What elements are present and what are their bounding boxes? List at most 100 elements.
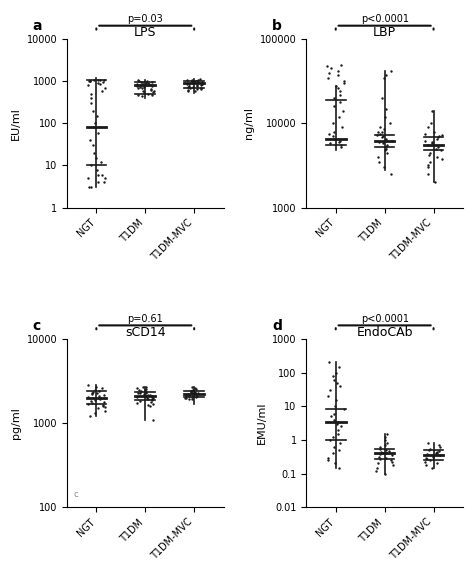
Point — [425, 151, 433, 160]
Point — [199, 78, 206, 87]
Point — [99, 77, 107, 87]
Point — [339, 107, 347, 116]
Point — [87, 93, 94, 103]
Point — [134, 389, 142, 398]
Point — [133, 398, 141, 407]
Point — [87, 396, 95, 405]
Text: p=0.03: p=0.03 — [128, 14, 163, 24]
Point — [184, 390, 192, 399]
Point — [434, 133, 442, 142]
Point — [136, 396, 144, 405]
Point — [100, 400, 107, 409]
Point — [332, 396, 339, 405]
Point — [330, 409, 338, 418]
Point — [329, 132, 337, 141]
Point — [424, 454, 431, 463]
Point — [134, 84, 142, 93]
Point — [328, 412, 335, 421]
Point — [424, 160, 431, 170]
Point — [150, 415, 157, 424]
Point — [424, 123, 432, 132]
Point — [139, 87, 147, 96]
Point — [330, 415, 338, 424]
Point — [187, 387, 195, 396]
Point — [382, 144, 390, 154]
Point — [91, 119, 99, 128]
Point — [340, 76, 347, 85]
Point — [93, 165, 100, 174]
Point — [326, 386, 334, 395]
Text: d: d — [272, 319, 282, 333]
Point — [84, 381, 92, 390]
Text: a: a — [33, 19, 42, 33]
Point — [135, 76, 142, 85]
Point — [373, 466, 380, 476]
Point — [84, 399, 92, 408]
Point — [191, 77, 198, 87]
Point — [335, 112, 343, 121]
Point — [189, 388, 196, 397]
Point — [147, 80, 155, 89]
Point — [424, 170, 431, 179]
Point — [428, 138, 436, 147]
Point — [137, 388, 144, 398]
Point — [380, 73, 388, 82]
Point — [184, 87, 192, 96]
Point — [335, 362, 343, 371]
Point — [421, 457, 428, 466]
Point — [330, 93, 338, 103]
Point — [327, 139, 334, 148]
Point — [334, 417, 342, 426]
Point — [138, 83, 146, 92]
Point — [90, 148, 98, 158]
Point — [335, 445, 342, 454]
Point — [422, 453, 430, 462]
Point — [146, 401, 153, 410]
Point — [182, 391, 190, 400]
Point — [97, 394, 104, 403]
Point — [376, 444, 384, 453]
Point — [335, 138, 342, 147]
Text: p<0.0001: p<0.0001 — [361, 313, 409, 324]
Point — [185, 392, 193, 401]
Point — [88, 398, 95, 407]
Point — [93, 111, 100, 120]
Point — [142, 384, 149, 394]
Point — [375, 157, 383, 166]
Point — [100, 397, 108, 406]
Title: LBP: LBP — [373, 26, 396, 39]
Text: b: b — [272, 19, 282, 33]
Point — [186, 84, 194, 93]
Point — [193, 391, 201, 401]
Point — [142, 79, 150, 88]
Point — [324, 61, 331, 70]
Point — [381, 441, 388, 450]
Point — [94, 79, 102, 88]
Point — [95, 386, 102, 395]
Point — [434, 152, 441, 162]
Point — [188, 383, 196, 392]
Point — [382, 135, 390, 144]
Point — [435, 132, 443, 141]
Point — [425, 445, 433, 454]
Point — [373, 463, 381, 472]
Point — [140, 383, 147, 392]
Point — [383, 104, 390, 113]
Point — [428, 107, 436, 116]
Point — [438, 154, 446, 163]
Point — [424, 163, 432, 172]
Point — [92, 154, 100, 163]
Point — [185, 80, 193, 89]
Point — [182, 394, 190, 403]
Point — [435, 143, 442, 152]
Point — [190, 83, 197, 92]
Point — [148, 394, 156, 403]
Point — [340, 405, 347, 414]
Point — [387, 170, 395, 179]
Point — [380, 163, 387, 172]
Point — [187, 386, 195, 395]
Point — [427, 157, 434, 166]
Point — [148, 395, 156, 404]
Point — [182, 390, 190, 399]
Point — [334, 429, 342, 438]
